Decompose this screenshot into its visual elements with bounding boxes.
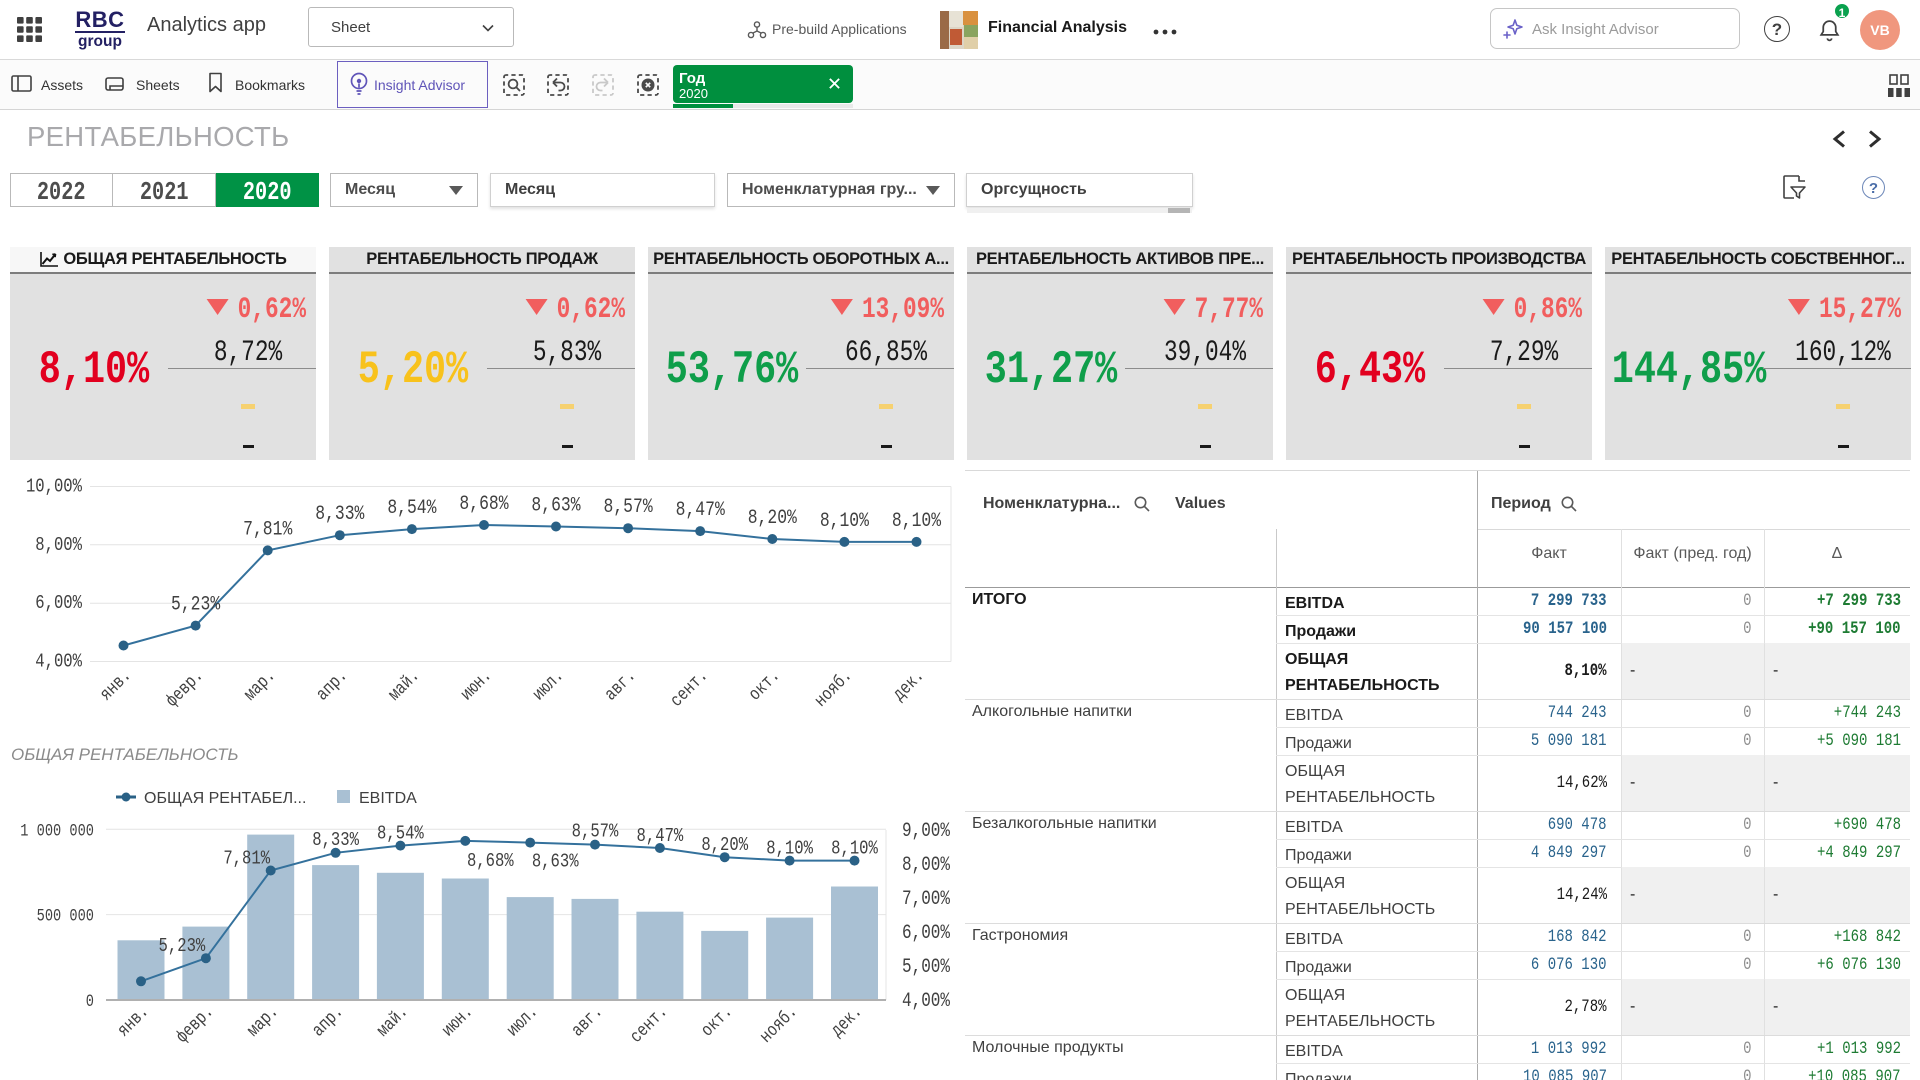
svg-text:7,77%: 7,77%	[1195, 292, 1263, 326]
svg-text:окт.: окт.	[697, 1001, 737, 1041]
svg-text:8,20%: 8,20%	[748, 508, 797, 530]
svg-text:7,00%: 7,00%	[902, 889, 950, 911]
svg-text:8,20%: 8,20%	[701, 836, 748, 857]
svg-text:0: 0	[86, 992, 94, 1012]
svg-text:6,43%: 6,43%	[1315, 343, 1426, 396]
svg-text:39,04%: 39,04%	[1164, 335, 1246, 369]
svg-text:8,33%: 8,33%	[315, 504, 364, 526]
svg-text:EBITDA: EBITDA	[359, 790, 417, 807]
svg-text:8,57%: 8,57%	[604, 497, 653, 519]
svg-text:8,47%: 8,47%	[637, 827, 684, 848]
svg-text:0,62%: 0,62%	[557, 292, 625, 326]
svg-text:0,62%: 0,62%	[238, 292, 306, 326]
svg-text:10,00%: 10,00%	[26, 477, 83, 498]
svg-text:8,10%: 8,10%	[892, 511, 941, 533]
svg-text:8,33%: 8,33%	[312, 831, 359, 852]
svg-text:8,10%: 8,10%	[39, 343, 150, 396]
svg-text:сент.: сент.	[626, 1001, 672, 1047]
svg-text:13,09%: 13,09%	[862, 292, 944, 326]
svg-text:5,20%: 5,20%	[358, 343, 469, 396]
svg-text:мар.: мар.	[243, 1001, 283, 1041]
svg-text:8,68%: 8,68%	[459, 494, 508, 516]
svg-text:8,10%: 8,10%	[820, 511, 869, 533]
svg-text:февр.: февр.	[172, 1001, 218, 1047]
svg-text:160,12%: 160,12%	[1795, 335, 1891, 369]
svg-text:31,27%: 31,27%	[985, 343, 1118, 396]
svg-text:авг.: авг.	[567, 1001, 607, 1041]
svg-text:ОБЩАЯ РЕНТАБЕЛ...: ОБЩАЯ РЕНТАБЕЛ...	[144, 790, 306, 807]
svg-text:8,54%: 8,54%	[387, 498, 436, 520]
svg-text:4,00%: 4,00%	[35, 652, 82, 673]
svg-text:66,85%: 66,85%	[845, 335, 927, 369]
svg-text:5,23%: 5,23%	[171, 594, 220, 616]
svg-text:8,63%: 8,63%	[532, 852, 579, 873]
svg-text:5,23%: 5,23%	[159, 937, 206, 958]
svg-text:8,54%: 8,54%	[377, 824, 424, 845]
svg-text:июл.: июл.	[502, 1001, 542, 1041]
svg-text:8,10%: 8,10%	[766, 839, 813, 860]
svg-text:7,81%: 7,81%	[243, 519, 292, 541]
svg-text:8,57%: 8,57%	[572, 822, 619, 843]
svg-text:8,00%: 8,00%	[35, 536, 82, 557]
svg-text:15,27%: 15,27%	[1819, 292, 1901, 326]
svg-text:7,29%: 7,29%	[1490, 335, 1558, 369]
svg-text:8,00%: 8,00%	[902, 855, 950, 877]
svg-text:5,83%: 5,83%	[533, 335, 601, 369]
svg-text:май.: май.	[373, 1001, 413, 1041]
svg-text:6,00%: 6,00%	[902, 923, 950, 945]
svg-text:500 000: 500 000	[37, 906, 94, 926]
svg-text:4,00%: 4,00%	[902, 991, 950, 1013]
svg-text:ОБЩАЯ РЕНТАБЕЛЬНОСТЬ: ОБЩАЯ РЕНТАБЕЛЬНОСТЬ	[11, 745, 239, 764]
svg-text:0,86%: 0,86%	[1514, 292, 1582, 326]
svg-text:1 000 000: 1 000 000	[20, 821, 94, 841]
svg-text:8,68%: 8,68%	[467, 852, 514, 873]
svg-text:8,47%: 8,47%	[676, 500, 725, 522]
svg-text:9,00%: 9,00%	[902, 821, 950, 843]
svg-text:янв.: янв.	[113, 1001, 153, 1041]
svg-text:7,81%: 7,81%	[223, 849, 270, 870]
svg-text:июн.: июн.	[437, 1001, 477, 1041]
svg-text:5,00%: 5,00%	[902, 957, 950, 979]
svg-text:8,72%: 8,72%	[214, 335, 282, 369]
svg-text:53,76%: 53,76%	[666, 343, 799, 396]
svg-text:дек.: дек.	[827, 1001, 867, 1041]
svg-text:8,63%: 8,63%	[531, 495, 580, 517]
svg-text:6,00%: 6,00%	[35, 594, 82, 615]
svg-text:апр.: апр.	[308, 1001, 348, 1041]
svg-text:8,10%: 8,10%	[831, 839, 878, 860]
svg-text:144,85%: 144,85%	[1612, 343, 1767, 396]
svg-text:нояб.: нояб.	[755, 1001, 801, 1047]
